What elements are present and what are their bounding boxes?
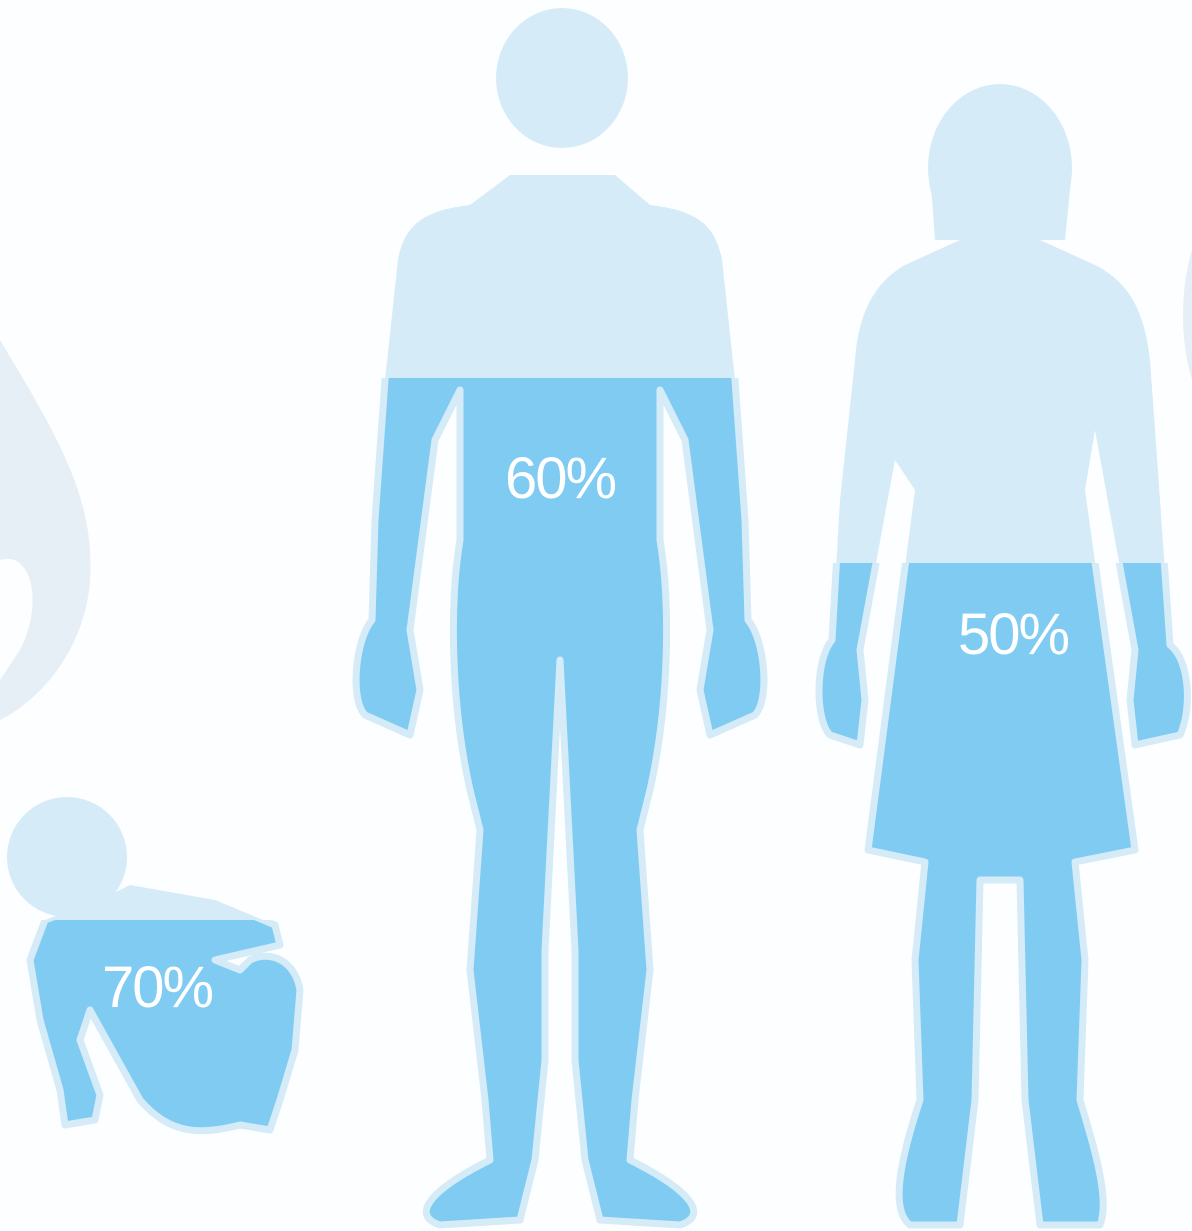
drop-shape: [0, 340, 91, 720]
woman-water-label: 50%: [958, 602, 1069, 667]
man-water-label: 60%: [505, 446, 616, 511]
baby-figure: [7, 797, 300, 1131]
man-figure: [356, 8, 764, 1225]
edge-shape: [1183, 250, 1192, 380]
drop-hole: [0, 558, 33, 680]
woman-figure: [819, 84, 1187, 1225]
baby-water-label: 70%: [102, 955, 213, 1020]
